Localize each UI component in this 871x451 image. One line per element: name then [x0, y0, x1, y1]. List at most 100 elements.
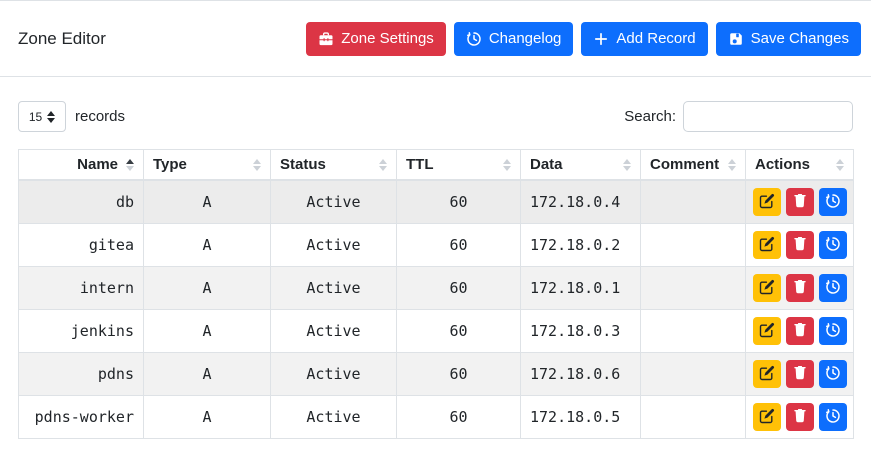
cell-comment	[640, 266, 746, 310]
changelog-button[interactable]: Changelog	[453, 21, 574, 56]
edit-record-button[interactable]	[752, 317, 781, 345]
cell-actions	[745, 179, 854, 224]
sort-icon	[836, 158, 844, 171]
pencil-square-icon	[759, 236, 775, 255]
save-changes-label: Save Changes	[750, 29, 849, 47]
trash-icon	[792, 365, 808, 384]
cell-type: A	[143, 309, 271, 353]
clock-history-icon	[466, 31, 482, 47]
history-icon	[825, 236, 841, 255]
cell-actions	[745, 266, 854, 310]
table-header-row: Name Type Status TTL Data	[18, 149, 854, 181]
pencil-square-icon	[759, 408, 775, 427]
delete-record-button[interactable]	[785, 231, 814, 259]
records-label: records	[75, 108, 126, 125]
cell-actions	[745, 352, 854, 396]
cell-data: 172.18.0.3	[520, 309, 641, 353]
column-header[interactable]: Comment	[640, 149, 746, 181]
delete-record-button[interactable]	[785, 403, 814, 431]
search-wrap: Search:	[624, 101, 853, 132]
table-row: jenkins A Active 60 172.18.0.3	[18, 309, 854, 353]
delete-record-button[interactable]	[785, 188, 814, 216]
cell-name: pdns-worker	[18, 395, 144, 439]
column-header[interactable]: Data	[520, 149, 641, 181]
sort-icon	[379, 158, 387, 171]
history-icon	[825, 322, 841, 341]
cell-data: 172.18.0.1	[520, 266, 641, 310]
record-history-button[interactable]	[818, 188, 847, 216]
sort-icon	[126, 158, 134, 171]
save-changes-button[interactable]: Save Changes	[715, 21, 861, 56]
card-header: Zone Editor Zone Settings	[0, 1, 871, 77]
edit-record-button[interactable]	[752, 274, 781, 302]
record-history-button[interactable]	[818, 360, 847, 388]
cell-ttl: 60	[396, 395, 521, 439]
cell-comment	[640, 179, 746, 224]
sort-icon	[253, 158, 261, 171]
trash-icon	[792, 193, 808, 212]
cell-name: db	[18, 179, 144, 224]
column-header[interactable]: Status	[270, 149, 397, 181]
zone-settings-label: Zone Settings	[341, 29, 434, 47]
table-row: gitea A Active 60 172.18.0.2	[18, 223, 854, 267]
column-header[interactable]: Actions	[745, 149, 854, 181]
record-history-button[interactable]	[818, 231, 847, 259]
record-history-button[interactable]	[818, 403, 847, 431]
pencil-square-icon	[759, 279, 775, 298]
cell-status: Active	[270, 266, 397, 310]
column-header[interactable]: Type	[143, 149, 271, 181]
cell-ttl: 60	[396, 309, 521, 353]
table-row: intern A Active 60 172.18.0.1	[18, 266, 854, 310]
edit-record-button[interactable]	[752, 403, 781, 431]
page-length-select[interactable]: 15	[18, 101, 66, 132]
records-table: Name Type Status TTL Data	[18, 149, 854, 439]
plus-icon	[593, 31, 609, 47]
cell-ttl: 60	[396, 179, 521, 224]
cell-actions	[745, 395, 854, 439]
delete-record-button[interactable]	[785, 360, 814, 388]
history-icon	[825, 365, 841, 384]
add-record-button[interactable]: Add Record	[581, 21, 708, 56]
cell-type: A	[143, 352, 271, 396]
cell-type: A	[143, 223, 271, 267]
cell-comment	[640, 223, 746, 267]
delete-record-button[interactable]	[785, 274, 814, 302]
edit-record-button[interactable]	[752, 188, 781, 216]
column-header[interactable]: Name	[18, 149, 144, 181]
cell-comment	[640, 395, 746, 439]
edit-record-button[interactable]	[752, 231, 781, 259]
cell-type: A	[143, 266, 271, 310]
header-buttons: Zone Settings Changelog	[306, 21, 861, 56]
sort-icon	[503, 158, 511, 171]
cell-name: pdns	[18, 352, 144, 396]
cell-ttl: 60	[396, 266, 521, 310]
edit-record-button[interactable]	[752, 360, 781, 388]
column-header[interactable]: TTL	[396, 149, 521, 181]
changelog-label: Changelog	[488, 29, 562, 47]
toolbox-icon	[318, 31, 334, 47]
table-row: pdns-worker A Active 60 172.18.0.5	[18, 395, 854, 439]
cell-data: 172.18.0.6	[520, 352, 641, 396]
search-input[interactable]	[683, 101, 853, 132]
record-history-button[interactable]	[818, 317, 847, 345]
table-row: db A Active 60 172.18.0.4	[18, 179, 854, 224]
pencil-square-icon	[759, 365, 775, 384]
cell-actions	[745, 223, 854, 267]
pencil-square-icon	[759, 193, 775, 212]
page-length-value: 15	[28, 109, 43, 124]
cell-name: intern	[18, 266, 144, 310]
table-body: db A Active 60 172.18.0.4	[18, 179, 854, 439]
sort-icon	[623, 158, 631, 171]
history-icon	[825, 279, 841, 298]
cell-data: 172.18.0.4	[520, 179, 641, 224]
save-icon	[728, 31, 744, 47]
record-history-button[interactable]	[818, 274, 847, 302]
cell-comment	[640, 352, 746, 396]
page-title: Zone Editor	[18, 28, 106, 48]
delete-record-button[interactable]	[785, 317, 814, 345]
zone-settings-button[interactable]: Zone Settings	[306, 21, 446, 56]
page-length-wrap: 15 records	[18, 101, 125, 132]
cell-data: 172.18.0.2	[520, 223, 641, 267]
pencil-square-icon	[759, 322, 775, 341]
trash-icon	[792, 236, 808, 255]
